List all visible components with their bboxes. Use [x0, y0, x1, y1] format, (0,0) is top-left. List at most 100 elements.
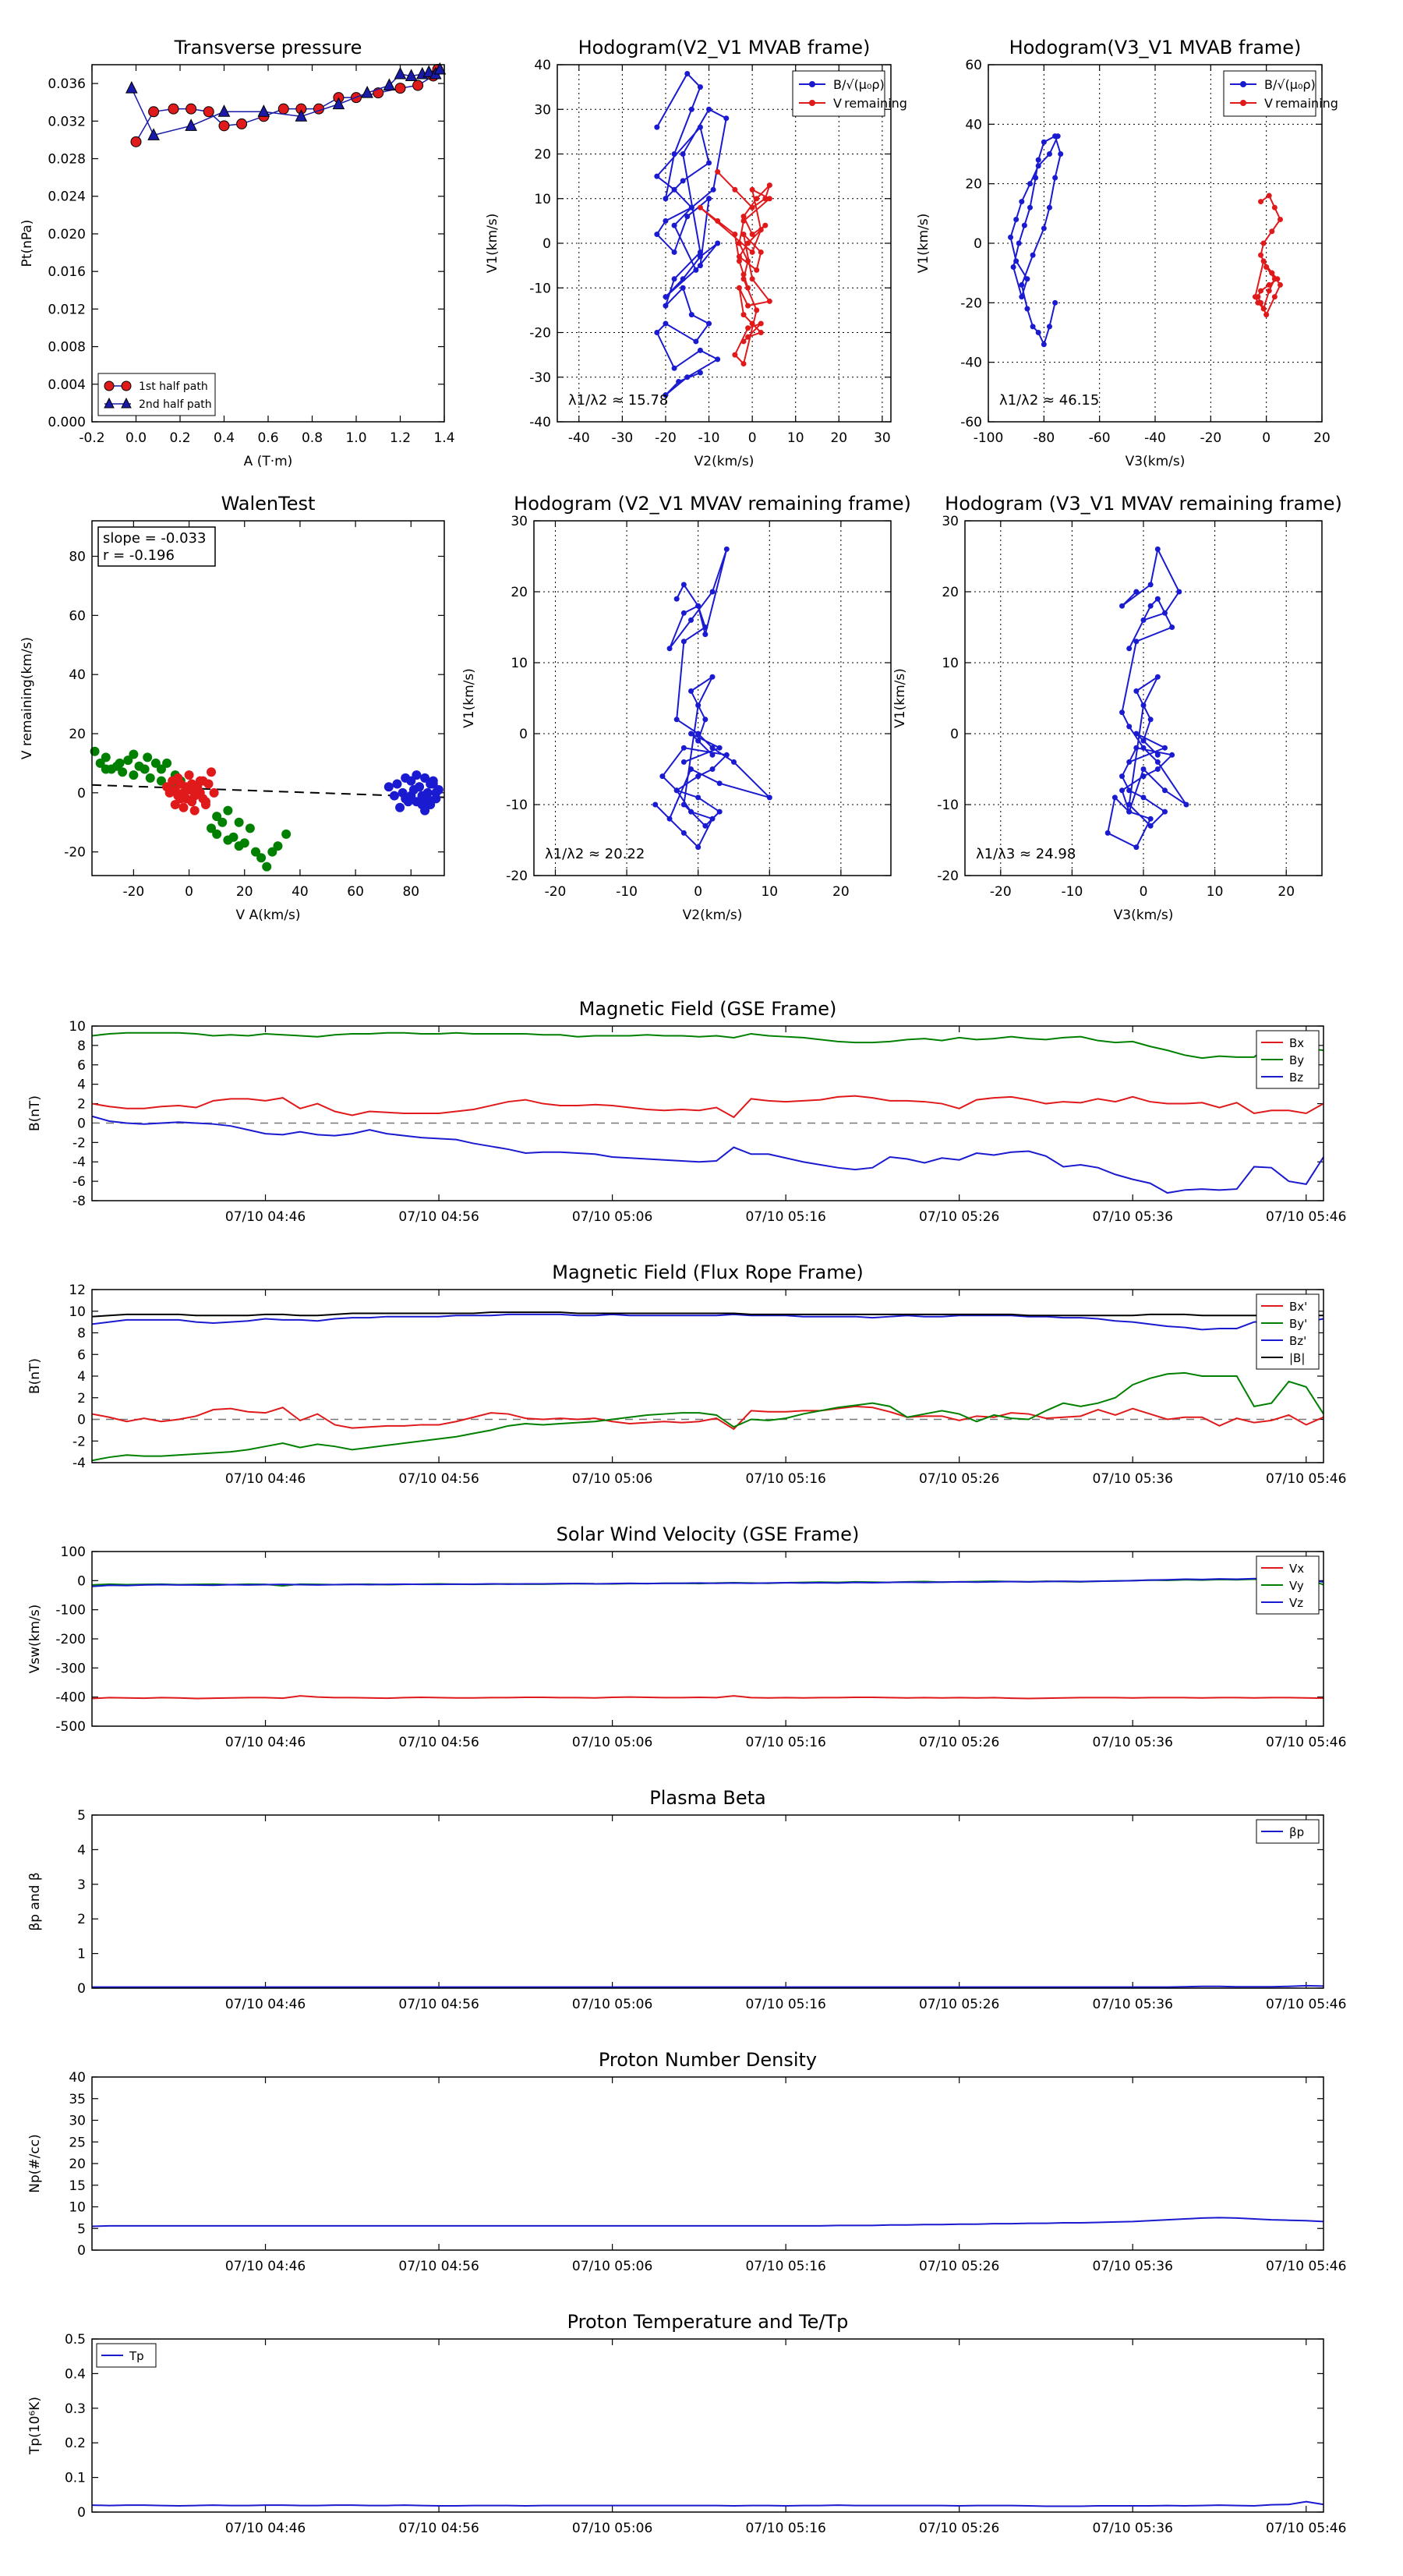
- y-tick-label: 0.008: [48, 340, 86, 356]
- x-tick-label: 07/10 05:36: [1093, 1735, 1173, 1750]
- data-point: [1183, 801, 1189, 808]
- legend-label: B/√(μ₀ρ): [1264, 77, 1316, 92]
- data-point: [666, 646, 673, 652]
- y-tick-label: -500: [55, 1719, 86, 1735]
- y-axis-label: Pt(nPa): [19, 220, 35, 267]
- data-point: [749, 204, 755, 211]
- data-point: [758, 249, 764, 255]
- series-line: [91, 1695, 1324, 1700]
- data-point: [257, 104, 270, 117]
- data-point: [156, 764, 166, 774]
- y-tick-label: 40: [965, 117, 982, 133]
- y-tick-label: 0.000: [48, 415, 86, 430]
- data-point: [281, 829, 292, 839]
- x-tick-label: 07/10 05:16: [745, 1997, 825, 2012]
- legend-label: B/√(μ₀ρ): [833, 77, 885, 92]
- x-tick-label: 07/10 05:06: [572, 1209, 652, 1225]
- ratio-annotation: λ1/λ2 ≈ 15.78: [568, 392, 668, 409]
- y-tick-label: 20: [69, 727, 86, 742]
- legend-label: Bz': [1289, 1334, 1306, 1348]
- data-point: [758, 330, 764, 335]
- data-point: [1140, 773, 1147, 780]
- y-tick-label: -8: [72, 1194, 86, 1209]
- y-tick-label: 0.3: [65, 2401, 86, 2417]
- data-point: [1266, 193, 1272, 199]
- data-point: [709, 752, 716, 758]
- x-tick-label: 07/10 05:26: [919, 2259, 999, 2274]
- data-point: [1140, 745, 1147, 751]
- data-point: [1035, 330, 1041, 335]
- data-point: [749, 249, 755, 255]
- data-point: [1258, 199, 1264, 205]
- y-tick-label: 0: [542, 236, 551, 252]
- data-point: [1147, 582, 1154, 588]
- data-point: [736, 258, 742, 264]
- x-tick-label: 07/10 05:16: [745, 2259, 825, 2274]
- chart-title: Transverse pressure: [174, 37, 362, 58]
- data-point: [758, 227, 764, 233]
- ratio-annotation: λ1/λ2 ≈ 46.15: [999, 392, 1099, 409]
- data-point: [332, 97, 345, 110]
- data-point: [663, 303, 669, 309]
- data-point: [195, 776, 205, 786]
- data-point: [1154, 766, 1161, 772]
- y-axis-label: Tp(10⁶K): [27, 2397, 43, 2455]
- x-tick-label: 07/10 05:46: [1266, 1209, 1346, 1225]
- data-point: [684, 374, 691, 380]
- x-tick-label: -40: [568, 430, 590, 446]
- data-point: [663, 320, 669, 327]
- series-line: [91, 1405, 1324, 1431]
- data-point: [1154, 752, 1161, 758]
- data-point: [1019, 294, 1025, 300]
- chart-title: WalenTest: [221, 493, 316, 515]
- data-point: [723, 752, 730, 758]
- hodo_b_v3-chart: -60 -40 -20 0 20 40 60 -100 -80 -60 -40 -20 0 20 Hodog…: [916, 37, 1338, 469]
- legend-label: Tp: [129, 2349, 144, 2363]
- data-point: [680, 582, 687, 588]
- data-point: [212, 829, 222, 839]
- plot-border: [533, 520, 892, 876]
- x-tick-label: 07/10 05:36: [1093, 1997, 1173, 2012]
- y-tick-label: -200: [55, 1632, 86, 1647]
- x-axis-label: V2(km/s): [683, 908, 743, 923]
- legend-label: V remaining: [1264, 96, 1338, 111]
- plot-border: [91, 1289, 1324, 1463]
- data-point: [706, 196, 712, 202]
- data-point: [716, 780, 723, 787]
- y-tick-label: 0: [950, 727, 959, 742]
- data-point: [671, 365, 677, 371]
- x-tick-label: 0.4: [214, 430, 235, 446]
- y-axis-label: V1(km/s): [461, 668, 477, 728]
- x-tick-label: 07/10 05:46: [1266, 1997, 1346, 2012]
- y-tick-label: 0: [77, 1116, 86, 1131]
- y-tick-label: 0.4: [65, 2366, 86, 2382]
- data-point: [723, 115, 730, 122]
- data-point: [1133, 639, 1140, 645]
- data-point: [709, 674, 716, 680]
- data-point: [392, 779, 402, 789]
- x-tick-label: 07/10 04:56: [398, 1997, 479, 2012]
- y-tick-label: -20: [960, 295, 982, 311]
- x-tick-label: -10: [698, 430, 720, 446]
- data-point: [684, 214, 691, 220]
- data-point: [1154, 596, 1161, 602]
- y-tick-label: 4: [77, 1369, 86, 1385]
- x-tick-label: -20: [545, 884, 567, 900]
- data-point: [702, 625, 709, 630]
- x-axis-label: V2(km/s): [694, 454, 755, 469]
- x-tick-label: 0.6: [257, 430, 278, 446]
- data-point: [745, 258, 751, 264]
- y-tick-label: 10: [534, 192, 551, 207]
- data-point: [652, 801, 659, 808]
- transverse-chart: 0.000 0.004 0.008 0.012 0.016 0.020 0.024 0.028…: [19, 37, 455, 469]
- data-point: [101, 764, 111, 774]
- x-tick-label: 07/10 05:16: [745, 1209, 825, 1225]
- data-point: [383, 782, 394, 792]
- y-tick-label: -4: [72, 1155, 86, 1170]
- data-point: [1016, 240, 1022, 246]
- x-tick-label: -80: [1033, 430, 1055, 446]
- data-point: [745, 325, 751, 331]
- mag_gse-chart: -8 -6 -4 -2 0 2 4 6 8 10 07/10 04:46 07/10 04:56 07/…: [27, 998, 1346, 1225]
- series-line: [91, 1311, 1323, 1318]
